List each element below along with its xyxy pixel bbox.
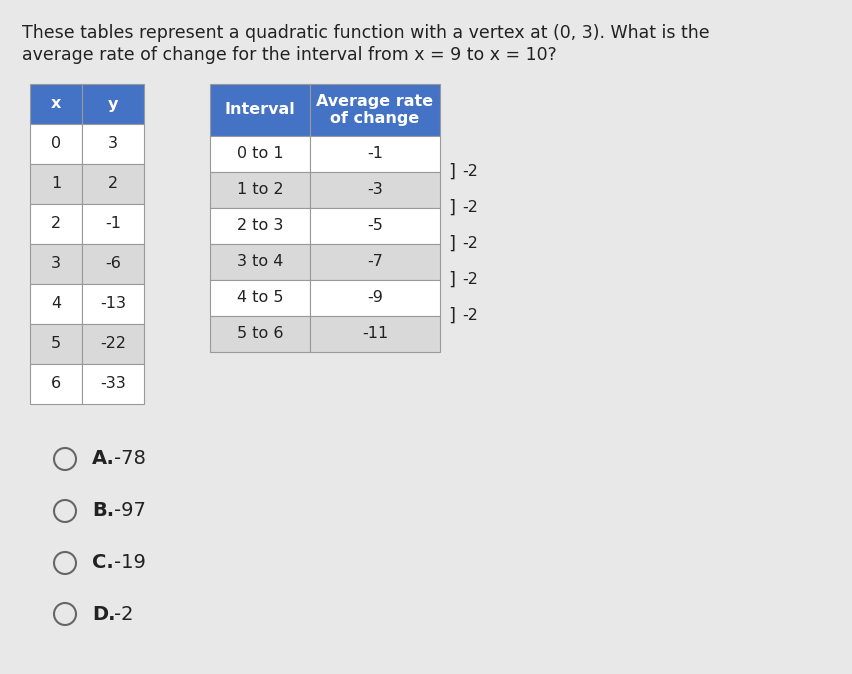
Bar [210,280,309,316]
Text: 2: 2 [51,216,61,231]
Bar [210,208,309,244]
Bar [82,284,144,324]
Text: Average rate
of change: Average rate of change [316,94,433,126]
Bar [309,280,440,316]
Text: 1 to 2: 1 to 2 [236,183,283,197]
Bar [30,364,82,404]
Text: -11: -11 [361,326,388,342]
Bar [82,84,144,124]
Text: -2: -2 [462,237,477,251]
Text: -97: -97 [114,501,146,520]
Bar [82,244,144,284]
Bar [82,364,144,404]
Bar [210,172,309,208]
Text: 0 to 1: 0 to 1 [236,146,283,162]
Text: 3: 3 [51,257,61,272]
Text: 5 to 6: 5 to 6 [237,326,283,342]
Bar [309,316,440,352]
Bar [82,204,144,244]
Bar [30,244,82,284]
Bar [210,244,309,280]
Bar [210,316,309,352]
Text: 2 to 3: 2 to 3 [237,218,283,233]
Text: -2: -2 [462,164,477,179]
Bar [82,324,144,364]
Text: -19: -19 [114,553,146,572]
Bar [30,164,82,204]
Bar [309,84,440,136]
Text: -13: -13 [100,297,126,311]
Text: -7: -7 [366,255,383,270]
Text: 3: 3 [108,137,118,152]
Text: -2: -2 [114,605,134,623]
Text: A.: A. [92,450,115,468]
Text: -5: -5 [366,218,383,233]
Text: -6: -6 [105,257,121,272]
Text: C.: C. [92,553,113,572]
Bar [210,84,309,136]
Text: -3: -3 [366,183,383,197]
Bar [309,208,440,244]
Text: 6: 6 [51,377,61,392]
Text: D.: D. [92,605,115,623]
Text: y: y [107,96,118,111]
Text: -2: -2 [462,200,477,216]
Text: Interval: Interval [224,102,295,117]
Bar [30,324,82,364]
Bar [309,136,440,172]
Text: B.: B. [92,501,114,520]
Text: ]: ] [447,199,454,217]
Bar [30,284,82,324]
Bar [210,136,309,172]
Text: ]: ] [447,163,454,181]
Text: -9: -9 [366,290,383,305]
Text: ]: ] [447,235,454,253]
Text: 2: 2 [108,177,118,191]
Text: -2: -2 [462,309,477,324]
Text: average rate of change for the interval from x = 9 to x = 10?: average rate of change for the interval … [22,46,556,64]
Bar [309,172,440,208]
Bar [309,244,440,280]
Text: -78: -78 [114,450,146,468]
Text: 5: 5 [51,336,61,352]
Text: -33: -33 [100,377,126,392]
Text: -2: -2 [462,272,477,288]
Text: 1: 1 [51,177,61,191]
Text: -1: -1 [366,146,383,162]
Text: 4: 4 [51,297,61,311]
Text: 0: 0 [51,137,61,152]
Bar [82,164,144,204]
Text: ]: ] [447,307,454,325]
Bar [30,84,82,124]
Text: These tables represent a quadratic function with a vertex at (0, 3). What is the: These tables represent a quadratic funct… [22,24,709,42]
Bar [30,124,82,164]
Text: 4 to 5: 4 to 5 [237,290,283,305]
Bar [30,204,82,244]
Text: x: x [51,96,61,111]
Text: ]: ] [447,271,454,289]
Text: -22: -22 [100,336,126,352]
Text: 3 to 4: 3 to 4 [237,255,283,270]
Text: -1: -1 [105,216,121,231]
Bar [82,124,144,164]
